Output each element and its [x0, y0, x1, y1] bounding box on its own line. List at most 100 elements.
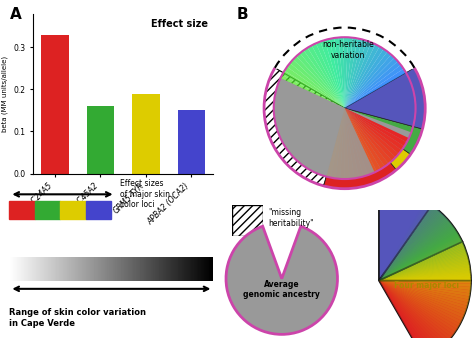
Wedge shape — [379, 269, 471, 280]
Wedge shape — [345, 108, 409, 142]
Wedge shape — [345, 108, 422, 154]
Wedge shape — [274, 78, 345, 177]
Wedge shape — [345, 108, 377, 174]
Wedge shape — [379, 188, 432, 280]
Wedge shape — [379, 280, 443, 347]
Wedge shape — [283, 108, 345, 147]
Bar — [61, 201, 86, 219]
Wedge shape — [379, 219, 448, 280]
Text: Range of skin color variation
in Cape Verde: Range of skin color variation in Cape Ve… — [9, 308, 146, 328]
Wedge shape — [379, 218, 447, 280]
Wedge shape — [379, 279, 471, 280]
Wedge shape — [379, 280, 470, 297]
Wedge shape — [379, 280, 430, 347]
Wedge shape — [312, 43, 345, 108]
Wedge shape — [379, 202, 429, 280]
Wedge shape — [379, 280, 452, 340]
Text: non-heritable
variation: non-heritable variation — [322, 40, 374, 60]
Wedge shape — [379, 232, 458, 280]
Wedge shape — [379, 208, 437, 280]
Wedge shape — [309, 108, 345, 171]
Bar — [35, 201, 61, 219]
Wedge shape — [345, 41, 371, 108]
Bar — [132, 94, 160, 174]
Wedge shape — [274, 93, 345, 108]
Wedge shape — [345, 108, 392, 164]
Bar — [87, 106, 114, 174]
Wedge shape — [379, 280, 469, 303]
Wedge shape — [379, 236, 460, 280]
Wedge shape — [379, 280, 447, 345]
Wedge shape — [291, 108, 345, 158]
Bar — [86, 201, 111, 219]
Wedge shape — [345, 68, 425, 129]
Wedge shape — [379, 268, 470, 280]
Wedge shape — [284, 67, 345, 108]
Wedge shape — [345, 108, 389, 167]
Wedge shape — [226, 226, 337, 335]
Wedge shape — [379, 260, 469, 280]
Wedge shape — [379, 280, 462, 324]
Wedge shape — [379, 210, 439, 280]
Wedge shape — [379, 280, 428, 347]
Wedge shape — [345, 38, 357, 108]
Text: Average
genomic ancestry: Average genomic ancestry — [243, 280, 320, 299]
Wedge shape — [345, 108, 410, 170]
Wedge shape — [345, 61, 401, 108]
Wedge shape — [277, 83, 345, 108]
Wedge shape — [313, 108, 345, 174]
Wedge shape — [379, 272, 471, 280]
Wedge shape — [379, 209, 438, 280]
Wedge shape — [275, 88, 345, 108]
Wedge shape — [379, 280, 471, 347]
Wedge shape — [305, 108, 345, 169]
Wedge shape — [379, 205, 433, 280]
Wedge shape — [379, 211, 440, 280]
Bar — [9, 201, 35, 219]
Wedge shape — [264, 68, 345, 186]
Wedge shape — [345, 108, 364, 178]
Wedge shape — [379, 280, 468, 306]
Wedge shape — [293, 56, 345, 108]
Wedge shape — [274, 108, 345, 121]
Wedge shape — [379, 277, 471, 280]
Wedge shape — [379, 280, 471, 290]
Wedge shape — [339, 37, 345, 108]
Bar — [41, 35, 69, 174]
Wedge shape — [379, 239, 462, 280]
Wedge shape — [379, 254, 467, 280]
Wedge shape — [345, 42, 375, 108]
Wedge shape — [345, 108, 368, 177]
Wedge shape — [297, 108, 345, 164]
Wedge shape — [308, 45, 345, 108]
Wedge shape — [345, 108, 399, 158]
Wedge shape — [280, 75, 345, 108]
Wedge shape — [345, 108, 385, 169]
Wedge shape — [379, 280, 449, 342]
Wedge shape — [379, 263, 470, 280]
Wedge shape — [379, 274, 471, 280]
Wedge shape — [379, 251, 466, 280]
Wedge shape — [345, 108, 407, 146]
Wedge shape — [329, 38, 345, 108]
Wedge shape — [379, 280, 471, 284]
Wedge shape — [379, 225, 454, 280]
Wedge shape — [301, 108, 345, 167]
Wedge shape — [379, 261, 469, 280]
Wedge shape — [379, 258, 469, 280]
Wedge shape — [345, 108, 404, 150]
Wedge shape — [317, 108, 345, 175]
Wedge shape — [379, 230, 457, 280]
Wedge shape — [379, 252, 467, 280]
Wedge shape — [379, 229, 456, 280]
Wedge shape — [345, 46, 383, 108]
Wedge shape — [379, 245, 465, 280]
Wedge shape — [379, 280, 467, 309]
Wedge shape — [379, 280, 433, 347]
Wedge shape — [379, 206, 434, 280]
Wedge shape — [379, 276, 471, 280]
Wedge shape — [379, 207, 436, 280]
Wedge shape — [345, 58, 398, 108]
Wedge shape — [379, 246, 465, 280]
Wedge shape — [345, 65, 403, 108]
